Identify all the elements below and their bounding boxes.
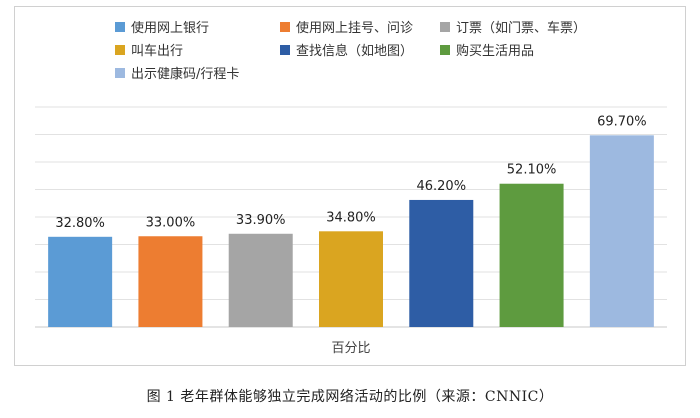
legend-swatch — [280, 22, 290, 32]
legend-item-label: 查找信息（如地图） — [296, 43, 413, 59]
x-axis-label: 百分比 — [331, 341, 370, 356]
data-labels: 32.80% 33.00% 33.90% 34.80% 46.20% 52.10% 69.7… — [55, 114, 646, 230]
legend-item-label: 购买生活用品 — [456, 43, 534, 59]
data-label: 34.80% — [326, 210, 376, 225]
legend: 使用网上银行 使用网上挂号、问诊 订票（如门票、车票） 叫车出行 查找信息（如地图） 购买… — [115, 20, 586, 82]
legend-swatch — [115, 22, 125, 32]
data-label: 32.80% — [55, 216, 105, 231]
data-label: 46.20% — [416, 179, 466, 194]
bar — [319, 231, 383, 327]
data-label: 52.10% — [507, 163, 557, 178]
legend-swatch — [440, 45, 450, 55]
bar — [228, 233, 293, 327]
legend-item-label: 叫车出行 — [131, 43, 183, 59]
data-label: 69.70% — [597, 114, 647, 129]
bar — [409, 199, 474, 327]
bar — [499, 183, 564, 327]
legend-swatch — [280, 45, 290, 55]
bar — [589, 135, 654, 327]
legend-item-label: 订票（如门票、车票） — [456, 20, 586, 36]
bar-chart: 使用网上银行 使用网上挂号、问诊 订票（如门票、车票） 叫车出行 查找信息（如地图） 购买… — [35, 20, 667, 356]
data-label: 33.90% — [236, 213, 286, 228]
figure-caption: 图 1 老年群体能够独立完成网络活动的比例（来源：CNNIC） — [146, 389, 554, 405]
chart-frame: 使用网上银行 使用网上挂号、问诊 订票（如门票、车票） 叫车出行 查找信息（如地图） 购买… — [14, 6, 686, 366]
legend-item-label: 使用网上银行 — [131, 20, 209, 36]
data-label: 33.00% — [146, 215, 196, 230]
bar — [138, 236, 203, 327]
legend-swatch — [115, 68, 125, 78]
legend-swatch — [115, 45, 125, 55]
legend-swatch — [440, 22, 450, 32]
legend-item-label: 使用网上挂号、问诊 — [296, 20, 413, 36]
bars — [48, 135, 654, 327]
bar — [48, 236, 113, 327]
legend-item-label: 出示健康码/行程卡 — [131, 66, 239, 82]
